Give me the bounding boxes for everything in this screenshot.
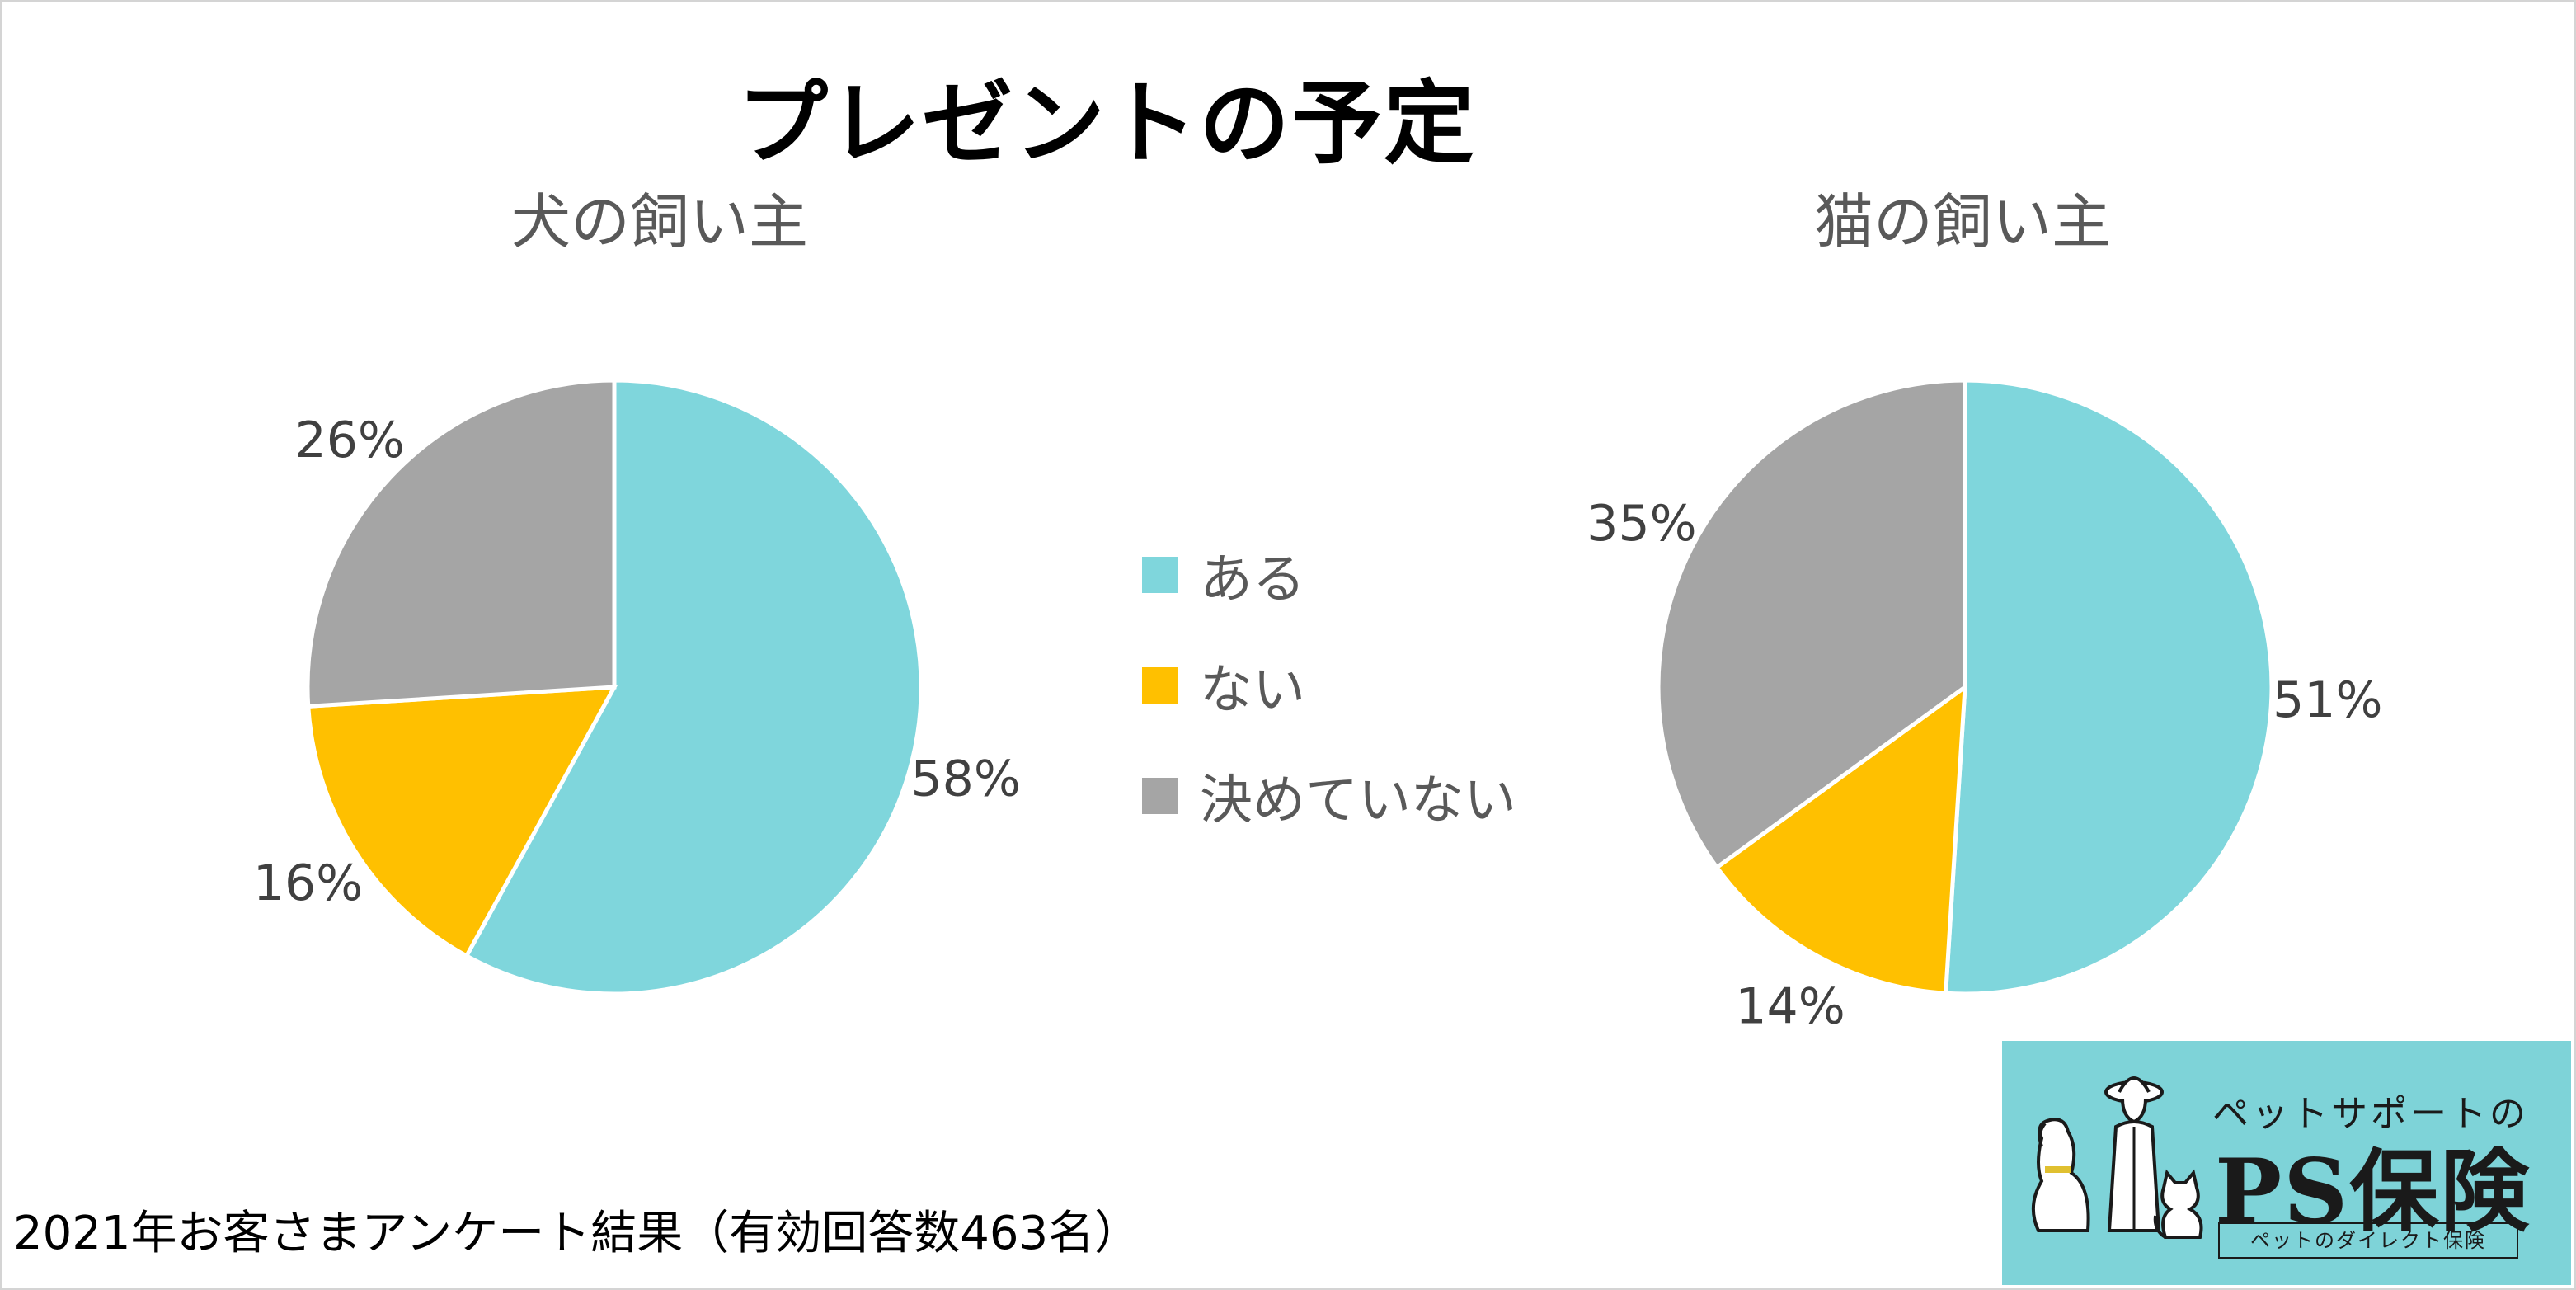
legend-swatch-aru xyxy=(1142,557,1178,593)
legend-swatch-nai xyxy=(1142,667,1178,704)
legend-label-kimeteinai: 決めていない xyxy=(1200,770,1516,831)
dog-pie-slice-nai xyxy=(306,685,618,959)
cat-pie-slice-aru xyxy=(1943,378,2274,996)
logo-main-text: PS保険 xyxy=(2215,1140,2531,1244)
legend-item-nai: ない xyxy=(1142,630,1516,741)
survey-footnote: 2021年お客さまアンケート結果（有効回答数463名） xyxy=(13,1207,1141,1260)
cat-pie-label-kimeteinai: 35% xyxy=(1586,495,1696,553)
dog-pie-label-kimeteinai: 26% xyxy=(295,412,405,469)
logo-sub-text: ペットのダイレクト保険 xyxy=(2218,1222,2518,1259)
legend-label-aru: ある xyxy=(1200,549,1305,610)
main-title: プレゼントの予定 xyxy=(737,71,1476,177)
cat-pie-slice-nai xyxy=(1713,682,1967,996)
dog-pie-slice-aru xyxy=(463,378,924,996)
cat-pie-label-nai: 14% xyxy=(1735,978,1845,1036)
legend-item-kimeteinai: 決めていない xyxy=(1142,741,1516,851)
dog-pie-label-aru: 58% xyxy=(910,750,1020,807)
legend-label-nai: ない xyxy=(1200,660,1305,721)
legend-item-aru: ある xyxy=(1142,520,1516,630)
cat-chart-title: 猫の飼い主 xyxy=(1813,187,2111,257)
legend: ある ない 決めていない xyxy=(1142,520,1516,851)
legend-swatch-kimeteinai xyxy=(1142,778,1178,814)
dog-chart-title: 犬の飼い主 xyxy=(510,187,808,257)
ps-insurance-logo: ペットサポートの PS保険 ペットのダイレクト保険 xyxy=(2002,1041,2571,1285)
logo-top-text: ペットサポートの xyxy=(2212,1093,2529,1135)
cat-pie-label-aru: 51% xyxy=(2273,671,2382,729)
dog-pie-label-nai: 16% xyxy=(253,855,363,912)
dog-pie-slice-kimeteinai xyxy=(305,378,617,709)
cat-pie-slice-kimeteinai xyxy=(1656,378,1967,871)
pet-owner-illustration-icon xyxy=(2031,1076,2203,1239)
